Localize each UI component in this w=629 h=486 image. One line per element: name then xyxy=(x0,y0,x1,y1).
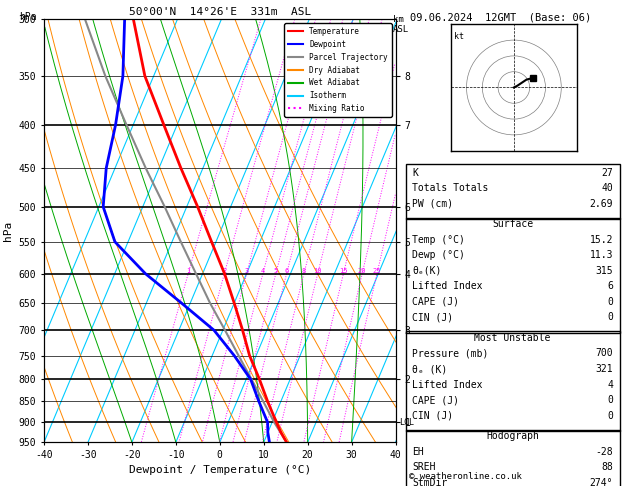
Text: Most Unstable: Most Unstable xyxy=(474,333,551,343)
Text: 0: 0 xyxy=(608,312,613,323)
Text: 0: 0 xyxy=(608,297,613,307)
Text: 2: 2 xyxy=(222,268,226,274)
Text: 4: 4 xyxy=(608,380,613,390)
Text: EH: EH xyxy=(412,447,424,457)
Text: 40: 40 xyxy=(601,183,613,193)
Text: 3: 3 xyxy=(245,268,248,274)
Text: 321: 321 xyxy=(596,364,613,374)
Text: PW (cm): PW (cm) xyxy=(412,199,453,209)
Text: 88: 88 xyxy=(601,462,613,472)
Y-axis label: hPa: hPa xyxy=(3,221,13,241)
Bar xyxy=(406,331,620,431)
Text: 11.3: 11.3 xyxy=(590,250,613,260)
X-axis label: Dewpoint / Temperature (°C): Dewpoint / Temperature (°C) xyxy=(129,466,311,475)
Text: Surface: Surface xyxy=(492,219,533,229)
Legend: Temperature, Dewpoint, Parcel Trajectory, Dry Adiabat, Wet Adiabat, Isotherm, Mi: Temperature, Dewpoint, Parcel Trajectory… xyxy=(284,23,392,117)
Text: Temp (°C): Temp (°C) xyxy=(412,235,465,245)
Text: 1: 1 xyxy=(186,268,191,274)
Text: 0: 0 xyxy=(608,395,613,405)
Text: 09.06.2024  12GMT  (Base: 06): 09.06.2024 12GMT (Base: 06) xyxy=(410,12,591,22)
Text: CAPE (J): CAPE (J) xyxy=(412,395,459,405)
Text: Pressure (mb): Pressure (mb) xyxy=(412,348,488,359)
Text: -28: -28 xyxy=(596,447,613,457)
Text: 20: 20 xyxy=(358,268,367,274)
Text: 25: 25 xyxy=(373,268,381,274)
Text: 6: 6 xyxy=(608,281,613,292)
Text: 8: 8 xyxy=(302,268,306,274)
Text: kt: kt xyxy=(454,32,464,41)
Text: LCL: LCL xyxy=(399,418,414,427)
Text: 5: 5 xyxy=(274,268,278,274)
Text: CAPE (J): CAPE (J) xyxy=(412,297,459,307)
Text: 10: 10 xyxy=(313,268,322,274)
Text: 700: 700 xyxy=(596,348,613,359)
Text: 2.69: 2.69 xyxy=(590,199,613,209)
Text: θₑ (K): θₑ (K) xyxy=(412,364,447,374)
Bar xyxy=(406,164,620,219)
Text: 27: 27 xyxy=(601,168,613,178)
Title: 50°00'N  14°26'E  331m  ASL: 50°00'N 14°26'E 331m ASL xyxy=(129,7,311,17)
Text: 0: 0 xyxy=(608,411,613,421)
Text: © weatheronline.co.uk: © weatheronline.co.uk xyxy=(409,472,521,481)
Text: θₑ(K): θₑ(K) xyxy=(412,266,442,276)
Text: Totals Totals: Totals Totals xyxy=(412,183,488,193)
Bar xyxy=(406,218,620,333)
Text: hPa: hPa xyxy=(19,12,36,22)
Text: SREH: SREH xyxy=(412,462,435,472)
Text: 15.2: 15.2 xyxy=(590,235,613,245)
Text: Hodograph: Hodograph xyxy=(486,431,539,441)
Text: 6: 6 xyxy=(284,268,289,274)
Text: 15: 15 xyxy=(339,268,348,274)
Text: StmDir: StmDir xyxy=(412,478,447,486)
Text: km
ASL: km ASL xyxy=(393,15,409,34)
Text: 4: 4 xyxy=(261,268,265,274)
Text: 315: 315 xyxy=(596,266,613,276)
Text: Lifted Index: Lifted Index xyxy=(412,281,482,292)
Text: 274°: 274° xyxy=(590,478,613,486)
Bar xyxy=(406,430,620,486)
Text: CIN (J): CIN (J) xyxy=(412,411,453,421)
Text: Dewp (°C): Dewp (°C) xyxy=(412,250,465,260)
Text: Lifted Index: Lifted Index xyxy=(412,380,482,390)
Text: K: K xyxy=(412,168,418,178)
Text: CIN (J): CIN (J) xyxy=(412,312,453,323)
